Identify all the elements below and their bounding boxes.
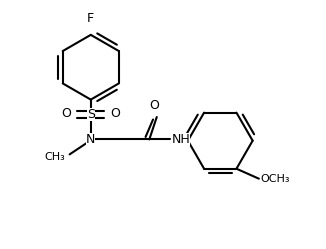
Text: O: O bbox=[61, 107, 71, 120]
Text: OCH₃: OCH₃ bbox=[260, 174, 289, 184]
Text: N: N bbox=[86, 133, 96, 146]
Text: CH₃: CH₃ bbox=[44, 152, 65, 162]
Text: S: S bbox=[87, 108, 95, 121]
Text: F: F bbox=[87, 12, 94, 25]
Text: O: O bbox=[149, 99, 159, 112]
Text: O: O bbox=[111, 107, 121, 120]
Text: NH: NH bbox=[172, 133, 190, 146]
